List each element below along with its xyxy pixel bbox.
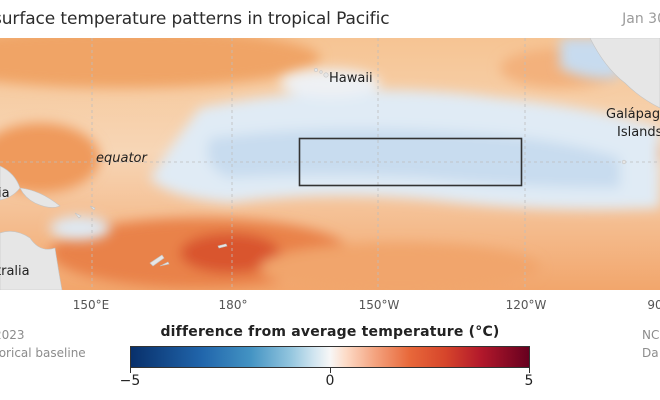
footer-right-line2: Da [642, 346, 659, 360]
footer-left-line1: 2023 [0, 328, 25, 342]
color-scale-bar [130, 346, 530, 368]
longitude-axis: 150°E 180° 150°W 120°W 90 [0, 298, 660, 316]
scale-tick-mid [330, 368, 331, 373]
scale-label-mid: 0 [325, 373, 335, 389]
label-galapagos-2: Islands [617, 125, 660, 140]
sst-anomaly-map: Hawaii Galápag Islands equator ia tralia [0, 38, 660, 290]
footer-right-line1: NC [642, 328, 660, 342]
date-label: Jan 30 [622, 11, 660, 27]
longitude-tick: 150°E [72, 298, 110, 312]
nino-region-box [298, 137, 523, 187]
header: surface temperature patterns in tropical… [0, 0, 660, 38]
legend-title: difference from average temperature (°C) [160, 324, 500, 340]
label-hawaii: Hawaii [329, 71, 373, 86]
longitude-tick: 90 [647, 298, 660, 312]
label-left-country: ia [0, 186, 10, 201]
label-galapagos-1: Galápag [606, 107, 660, 122]
label-australia: tralia [0, 264, 30, 279]
longitude-tick: 180° [218, 298, 248, 312]
land-new-guinea [19, 187, 61, 208]
scale-tick-min [130, 368, 131, 373]
land-australia [0, 231, 63, 290]
map-canvas [0, 38, 660, 290]
scale-label-max: 5 [524, 373, 534, 389]
land-central-america [589, 38, 660, 109]
graticule [0, 38, 660, 290]
longitude-tick: 120°W [505, 298, 547, 312]
map-title: surface temperature patterns in tropical… [0, 9, 390, 29]
land-masses [0, 38, 660, 290]
cool-anomaly-areas [50, 38, 660, 240]
scale-tick-max [529, 368, 530, 373]
label-equator: equator [96, 151, 147, 166]
footer-left-line2: torical baseline [0, 346, 86, 360]
scale-label-min: −5 [119, 373, 141, 389]
longitude-tick: 150°W [358, 298, 400, 312]
